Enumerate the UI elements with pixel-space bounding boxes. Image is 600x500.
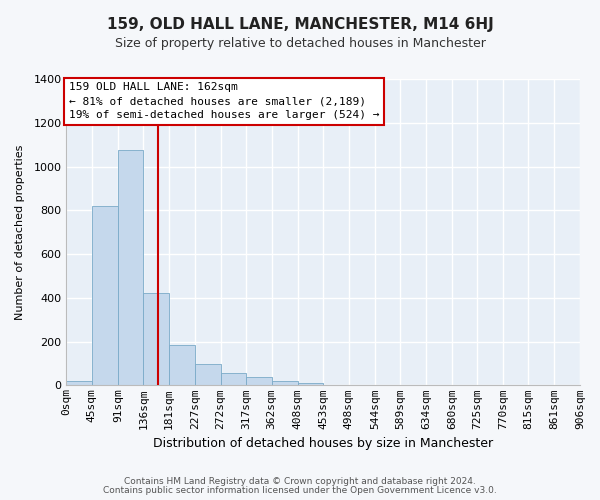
Bar (92, 206, 118, 386)
Bar (169, 345, 195, 386)
Text: Size of property relative to detached houses in Manchester: Size of property relative to detached ho… (115, 38, 485, 51)
Bar (118, 150, 143, 386)
Text: Contains HM Land Registry data © Crown copyright and database right 2024.: Contains HM Land Registry data © Crown c… (124, 477, 476, 486)
Text: 159 OLD HALL LANE: 162sqm
← 81% of detached houses are smaller (2,189)
19% of se: 159 OLD HALL LANE: 162sqm ← 81% of detac… (68, 82, 379, 120)
Bar (298, 383, 323, 386)
Bar (221, 374, 246, 386)
Text: 159, OLD HALL LANE, MANCHESTER, M14 6HJ: 159, OLD HALL LANE, MANCHESTER, M14 6HJ (107, 18, 493, 32)
Bar (67, 381, 92, 386)
Y-axis label: Number of detached properties: Number of detached properties (15, 144, 25, 320)
Bar (143, 294, 169, 386)
Text: Contains public sector information licensed under the Open Government Licence v3: Contains public sector information licen… (103, 486, 497, 495)
Bar (195, 364, 221, 386)
Bar (272, 382, 298, 386)
X-axis label: Distribution of detached houses by size in Manchester: Distribution of detached houses by size … (153, 437, 493, 450)
Bar (246, 377, 272, 386)
